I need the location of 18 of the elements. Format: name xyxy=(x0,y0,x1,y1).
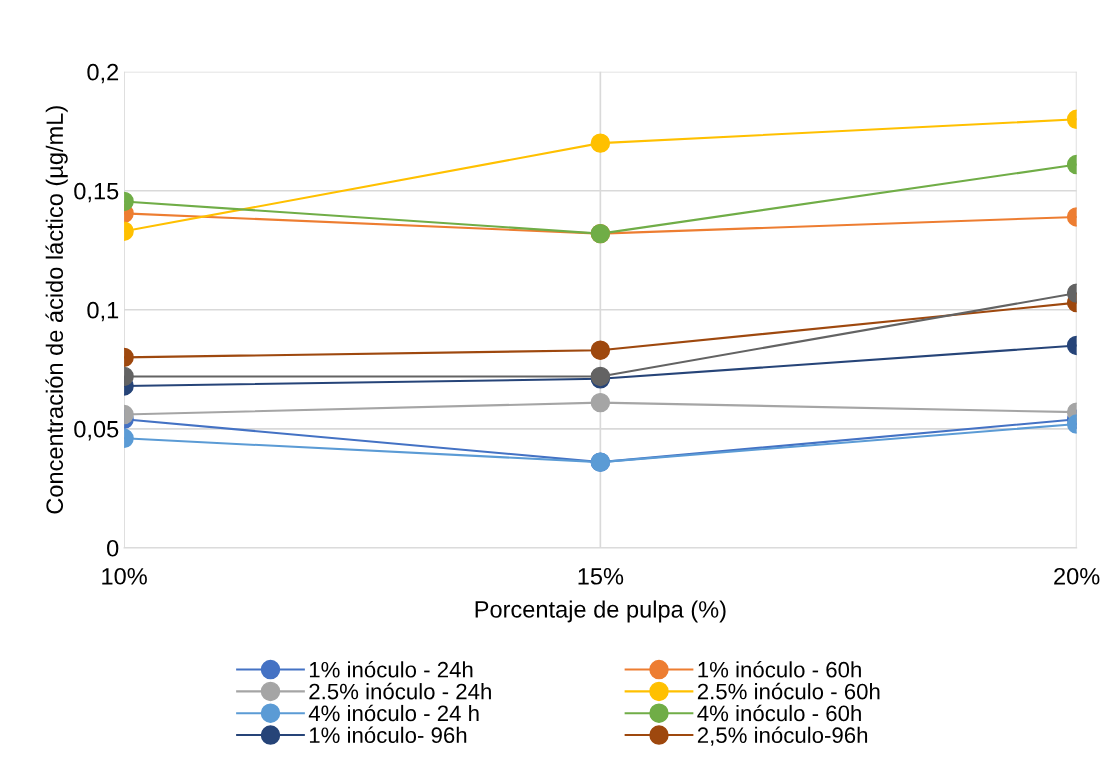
legend-label: 2,5% inóculo-96h xyxy=(697,726,868,746)
y-tick-label: 0,15 xyxy=(74,182,119,203)
y-tick-label: 0,2 xyxy=(87,63,119,84)
legend-label: 2.5% inóculo - 24h xyxy=(309,682,491,700)
legend-label: 4% inóculo - 24 h xyxy=(308,704,479,722)
legend-label: 2.5% inóculo - 60h xyxy=(697,682,880,700)
y-tick-label: 0 xyxy=(107,539,119,557)
legend-label: 4% inóculo - 60h xyxy=(697,704,861,722)
y-tick-label: 0,1 xyxy=(87,301,119,322)
x-tick-label: 20% xyxy=(1054,567,1100,585)
x-tick-label: 10% xyxy=(102,567,147,585)
legend-label: 1% inóculo - 60h xyxy=(698,660,861,678)
legend-label: 1% inóculo- 96h xyxy=(309,726,467,744)
y-axis-title: Concentración de ácido láctico (µg/mL) xyxy=(45,106,68,514)
y-tick-label: 0,05 xyxy=(74,420,119,441)
x-tick-label: 15% xyxy=(578,568,624,585)
x-axis-title: Porcentaje de pulpa (%) xyxy=(475,600,726,623)
legend-label: 1% inóculo - 24h xyxy=(309,660,473,678)
